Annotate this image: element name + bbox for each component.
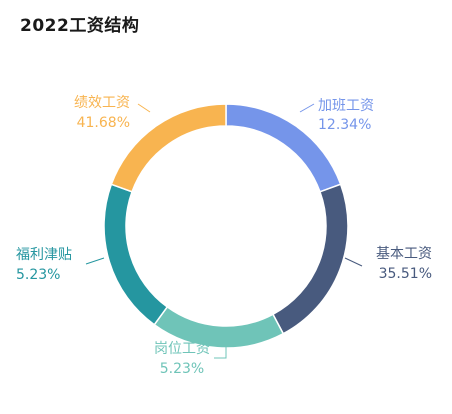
label-name-slice-5: 绩效工资 — [74, 95, 130, 111]
label-value-slice-5: 41.68% — [77, 115, 130, 131]
label-name-slice-2: 基本工资 — [376, 245, 432, 262]
leader-line-slice-2 — [344, 257, 363, 267]
label-name-slice-4: 福利津贴 — [16, 247, 72, 263]
donut-slice-5[interactable] — [110, 103, 227, 193]
donut-slice-4[interactable] — [103, 183, 169, 326]
label-value-slice-2: 35.51% — [379, 266, 432, 282]
leader-line-slice-5 — [137, 103, 151, 113]
label-name-slice-3: 岗位工资 — [154, 341, 210, 357]
donut-slice-2[interactable] — [271, 183, 349, 335]
label-value-slice-1: 12.34% — [318, 117, 371, 133]
leader-line-slice-4 — [85, 257, 105, 265]
label-value-slice-4: 5.23% — [16, 267, 60, 283]
label-value-slice-3: 5.23% — [160, 361, 204, 377]
leader-line-slice-1 — [299, 103, 315, 113]
chart-title: 2022工资结构 — [20, 16, 140, 36]
leader-line-slice-3 — [214, 347, 227, 359]
label-name-slice-1: 加班工资 — [318, 98, 374, 114]
